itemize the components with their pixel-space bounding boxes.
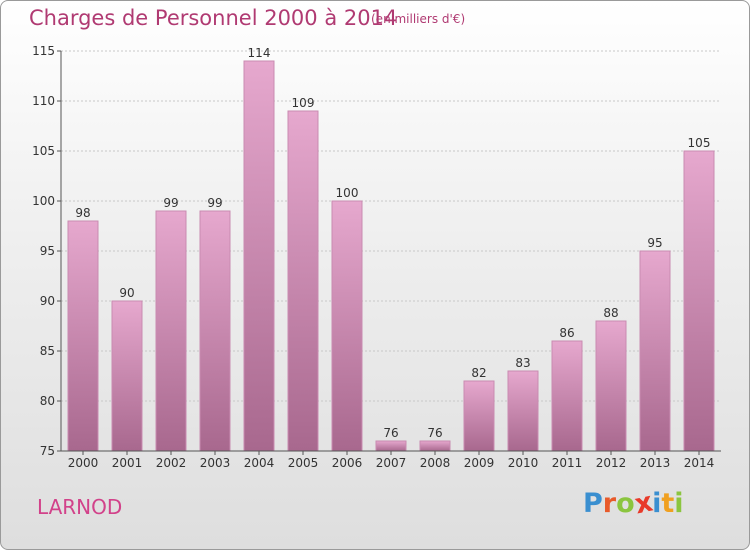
y-tick-label: 90	[40, 294, 55, 308]
logo-letter: P	[583, 488, 603, 519]
x-tick-label: 2011	[552, 456, 583, 470]
y-tick-label: 115	[32, 44, 55, 58]
x-tick-label: 2009	[464, 456, 495, 470]
logo-letter: i	[652, 488, 662, 519]
bar-2014[interactable]	[683, 150, 715, 452]
bar-value-label: 86	[559, 326, 574, 340]
x-tick-label: 2004	[244, 456, 275, 470]
bar-value-label: 90	[119, 286, 134, 300]
bar-value-label: 88	[603, 306, 618, 320]
bar-value-label: 105	[688, 136, 711, 150]
bar-2002[interactable]	[155, 210, 187, 452]
x-tick-label: 2005	[288, 456, 319, 470]
proxiti-logo[interactable]: Proxiti	[583, 487, 684, 521]
x-tick-label: 2000	[68, 456, 99, 470]
x-tick-label: 2008	[420, 456, 451, 470]
bar-value-label: 76	[427, 426, 442, 440]
logo-letter: t	[661, 488, 675, 519]
logo-letter: r	[602, 488, 617, 519]
bar-value-label: 76	[383, 426, 398, 440]
chart-title: Charges de Personnel 2000 à 2014	[29, 6, 398, 30]
y-tick-label: 110	[32, 94, 55, 108]
y-tick-label: 75	[40, 444, 55, 458]
x-tick-label: 2003	[200, 456, 231, 470]
y-tick-label: 105	[32, 144, 55, 158]
bar-2000[interactable]	[67, 220, 99, 452]
bar-2005[interactable]	[287, 110, 319, 452]
bar-2007[interactable]	[375, 440, 407, 452]
bar-value-label: 99	[163, 196, 178, 210]
bar-2013[interactable]	[639, 250, 671, 452]
logo-letter: i	[674, 488, 684, 519]
bar-2003[interactable]	[199, 210, 231, 452]
bar-2006[interactable]	[331, 200, 363, 452]
bar-2010[interactable]	[507, 370, 539, 452]
bar-value-label: 95	[647, 236, 662, 250]
logo-letter: o	[616, 488, 635, 519]
bars	[67, 60, 715, 452]
x-tick-label: 2007	[376, 456, 407, 470]
commune-name: LARNOD	[37, 495, 123, 519]
bar-2008[interactable]	[419, 440, 451, 452]
x-tick-label: 2002	[156, 456, 187, 470]
x-tick-label: 2013	[640, 456, 671, 470]
y-tick-label: 95	[40, 244, 55, 258]
y-tick-label: 100	[32, 194, 55, 208]
x-tick-label: 2001	[112, 456, 143, 470]
bar-value-label: 83	[515, 356, 530, 370]
axes	[57, 50, 721, 455]
x-tick-label: 2006	[332, 456, 363, 470]
y-tick-label: 85	[40, 344, 55, 358]
bar-2001[interactable]	[111, 300, 143, 452]
chart-unit-label: (en milliers d'€)	[371, 12, 466, 26]
bar-2012[interactable]	[595, 320, 627, 452]
bar-2011[interactable]	[551, 340, 583, 452]
bar-value-label: 98	[75, 206, 90, 220]
bar-2009[interactable]	[463, 380, 495, 452]
bar-value-label: 114	[248, 46, 271, 60]
bar-value-label: 100	[336, 186, 359, 200]
bar-value-label: 82	[471, 366, 486, 380]
y-tick-label: 80	[40, 394, 55, 408]
labels: 75 80 85 90 95 100 105 110 115 98 2000 90 2001 99 2002…	[32, 44, 714, 470]
bar-value-label: 99	[207, 196, 222, 210]
x-tick-label: 2012	[596, 456, 627, 470]
bar-value-label: 109	[292, 96, 315, 110]
x-tick-label: 2010	[508, 456, 539, 470]
bar-2004[interactable]	[243, 60, 275, 452]
x-tick-label: 2014	[684, 456, 715, 470]
